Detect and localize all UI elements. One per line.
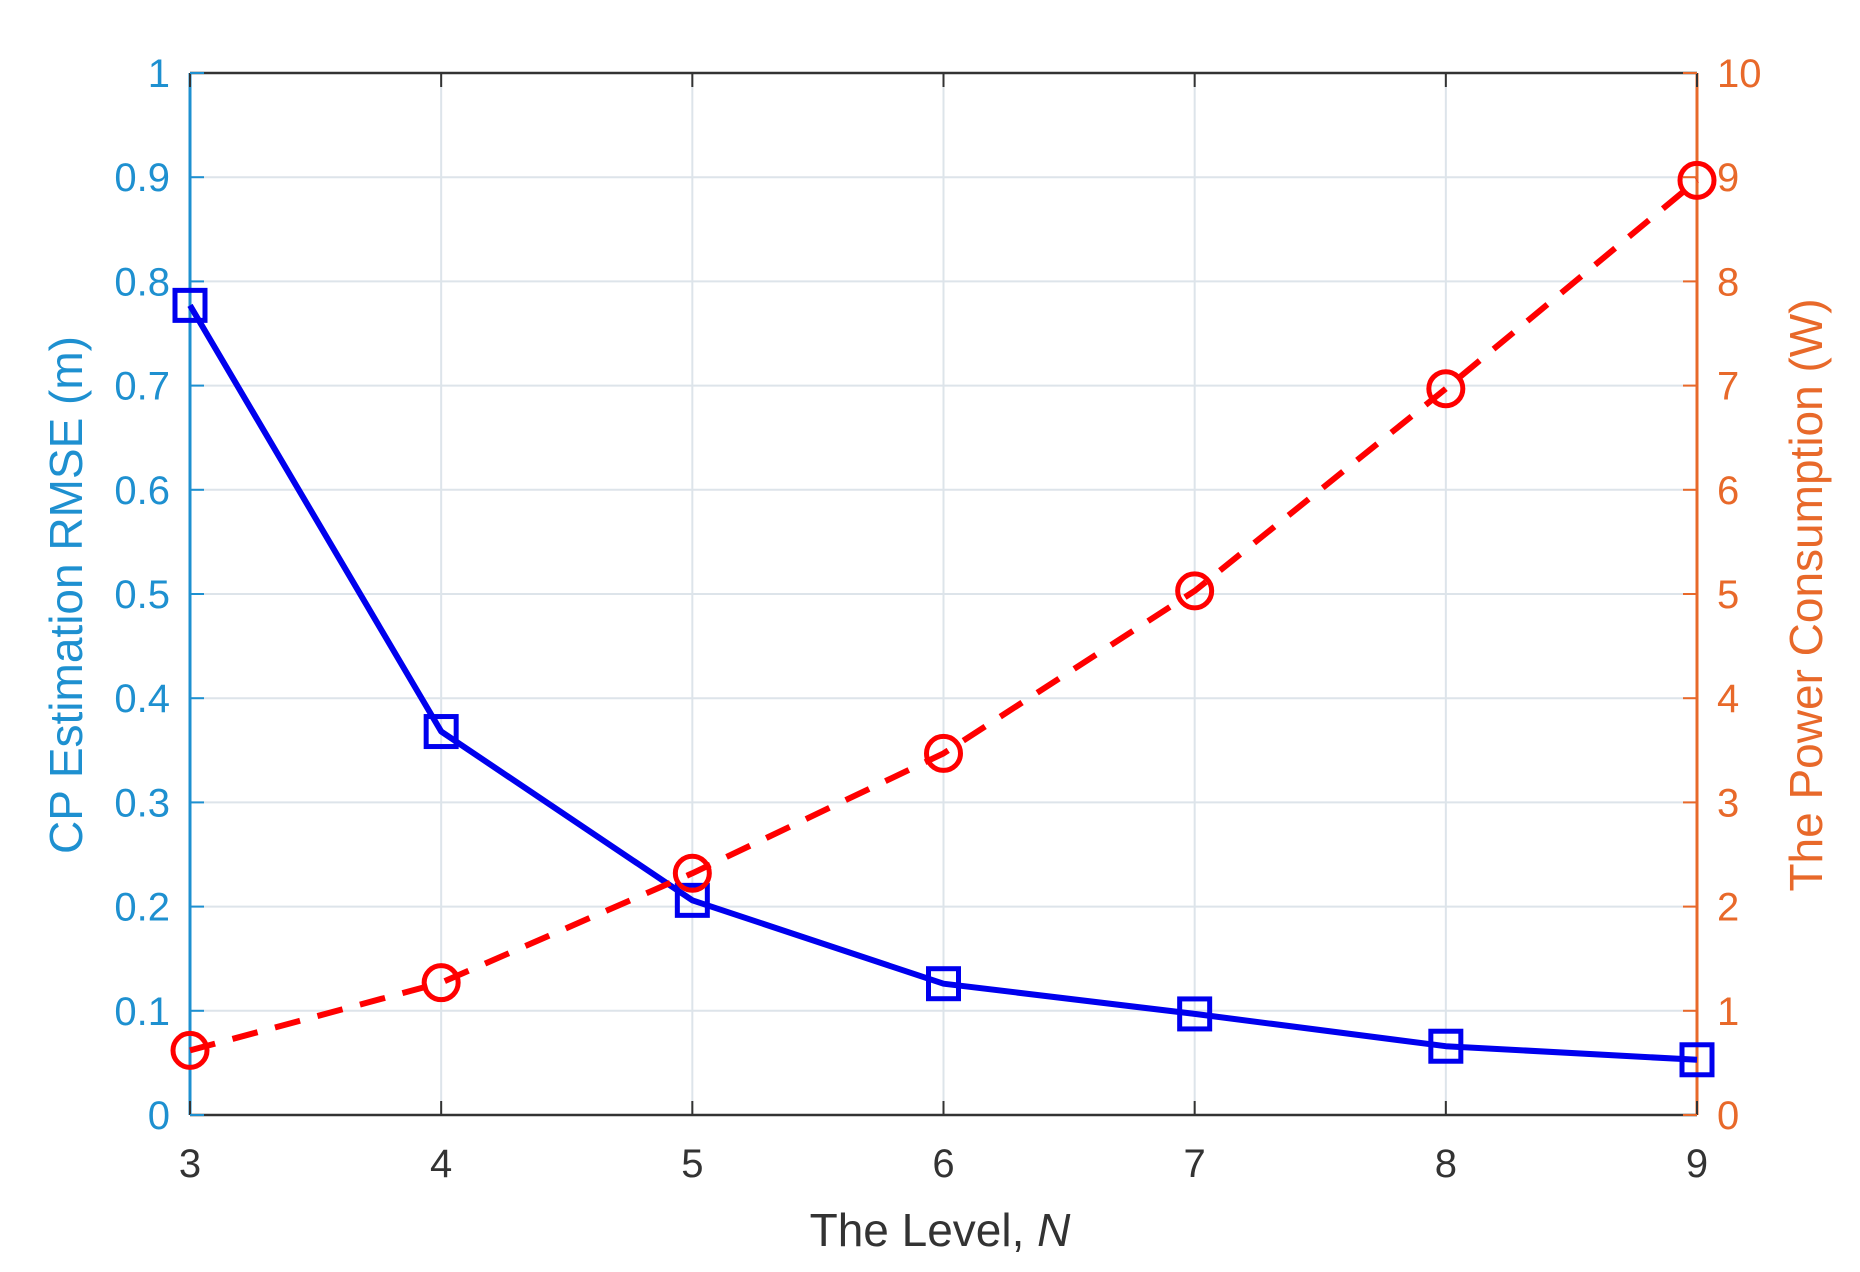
y-right-tick-label: 3 (1717, 781, 1739, 825)
y-left-tick-label: 0.5 (114, 573, 170, 617)
rmse-point-marker (423, 714, 459, 750)
y-left-tick-label: 0.3 (114, 781, 170, 825)
y-left-tick-label: 0.1 (114, 990, 170, 1034)
x-tick-label: 7 (1184, 1142, 1206, 1186)
y-right-tick-label: 6 (1717, 469, 1739, 513)
tick-marks (189, 72, 1698, 1116)
x-tick-label: 3 (179, 1142, 201, 1186)
rmse-point-marker (1428, 1028, 1464, 1064)
y-left-tick-label: 0.4 (114, 677, 170, 721)
x-axis-title-symbol: N (1037, 1204, 1071, 1256)
y-right-tick-label: 1 (1717, 990, 1739, 1034)
power-point-marker (421, 963, 461, 1003)
tick-labels: 3 4 5 6 7 8 900.10.20.30.40.50.60.70.80.910123… (114, 52, 1761, 1186)
x-tick-label: 8 (1435, 1142, 1457, 1186)
x-tick-label: 6 (932, 1142, 954, 1186)
rmse-point-marker (172, 287, 208, 323)
rmse-point-marker (674, 882, 710, 918)
power-point-marker (924, 733, 963, 773)
rmse-line (187, 303, 1698, 1063)
rmse-point-marker (1679, 1042, 1715, 1078)
y-right-tick-label: 9 (1717, 156, 1739, 200)
y-left-tick-label: 1 (148, 52, 170, 96)
power-point-marker (170, 1030, 210, 1070)
y-right-tick-label: 4 (1717, 677, 1739, 721)
power-point-marker (1426, 369, 1466, 409)
y-left-tick-label: 0 (148, 1094, 170, 1138)
x-tick-label: 4 (430, 1142, 452, 1186)
x-axis-title-text: The Level, (810, 1204, 1038, 1256)
y-left-tick-label: 0.6 (114, 469, 170, 513)
rmse-point-marker (1177, 996, 1213, 1032)
y-left-tick-label: 0.9 (114, 156, 170, 200)
y-axis-title-right: The Power Consumption (W) (1780, 298, 1832, 891)
y-left-tick-label: 0.7 (114, 365, 170, 409)
x-tick-label: 9 (1686, 1142, 1708, 1186)
y-right-tick-label: 7 (1717, 365, 1739, 409)
x-tick-label: 5 (681, 1142, 703, 1186)
y-left-tick-label: 0.8 (114, 260, 170, 304)
series-layer (170, 160, 1717, 1078)
y-right-tick-label: 0 (1717, 1094, 1739, 1138)
y-right-tick-label: 2 (1717, 886, 1739, 930)
x-axis-title: The Level, N (810, 1204, 1072, 1256)
rmse-point-marker (926, 966, 961, 1002)
y-left-tick-label: 0.2 (114, 886, 170, 930)
y-right-tick-label: 8 (1717, 260, 1739, 304)
y-right-tick-label: 10 (1717, 52, 1762, 96)
y-axis-title-left: CP Estimation RMSE (m) (40, 336, 92, 854)
power-point-marker (1175, 571, 1215, 611)
power-point-marker (1677, 160, 1717, 200)
y-right-tick-label: 5 (1717, 573, 1739, 617)
power-consumption-line (189, 177, 1699, 1054)
power-point-marker (672, 853, 712, 893)
